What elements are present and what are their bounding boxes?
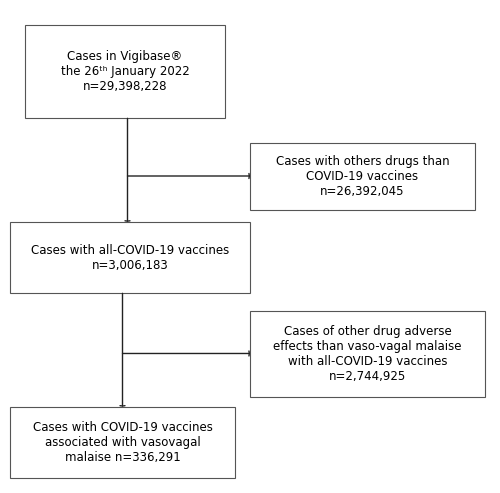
- Text: Cases with all-COVID-19 vaccines
n=3,006,183: Cases with all-COVID-19 vaccines n=3,006…: [31, 244, 229, 272]
- FancyBboxPatch shape: [25, 25, 225, 118]
- Text: Cases of other drug adverse
effects than vaso-vagal malaise
with all-COVID-19 va: Cases of other drug adverse effects than…: [273, 325, 462, 383]
- Text: Cases with COVID-19 vaccines
associated with vasovagal
malaise n=336,291: Cases with COVID-19 vaccines associated …: [32, 421, 212, 464]
- Text: Cases in Vigibase®
the 26ᵗʰ January 2022
n=29,398,228: Cases in Vigibase® the 26ᵗʰ January 2022…: [60, 50, 190, 93]
- FancyBboxPatch shape: [10, 407, 235, 478]
- Text: Cases with others drugs than
COVID-19 vaccines
n=26,392,045: Cases with others drugs than COVID-19 va…: [276, 155, 450, 198]
- FancyBboxPatch shape: [10, 222, 250, 293]
- FancyBboxPatch shape: [250, 143, 475, 210]
- FancyBboxPatch shape: [250, 311, 485, 397]
